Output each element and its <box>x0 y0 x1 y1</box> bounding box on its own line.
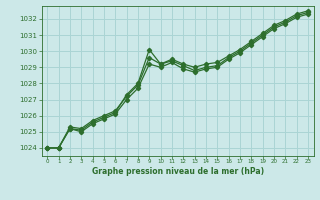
X-axis label: Graphe pression niveau de la mer (hPa): Graphe pression niveau de la mer (hPa) <box>92 167 264 176</box>
